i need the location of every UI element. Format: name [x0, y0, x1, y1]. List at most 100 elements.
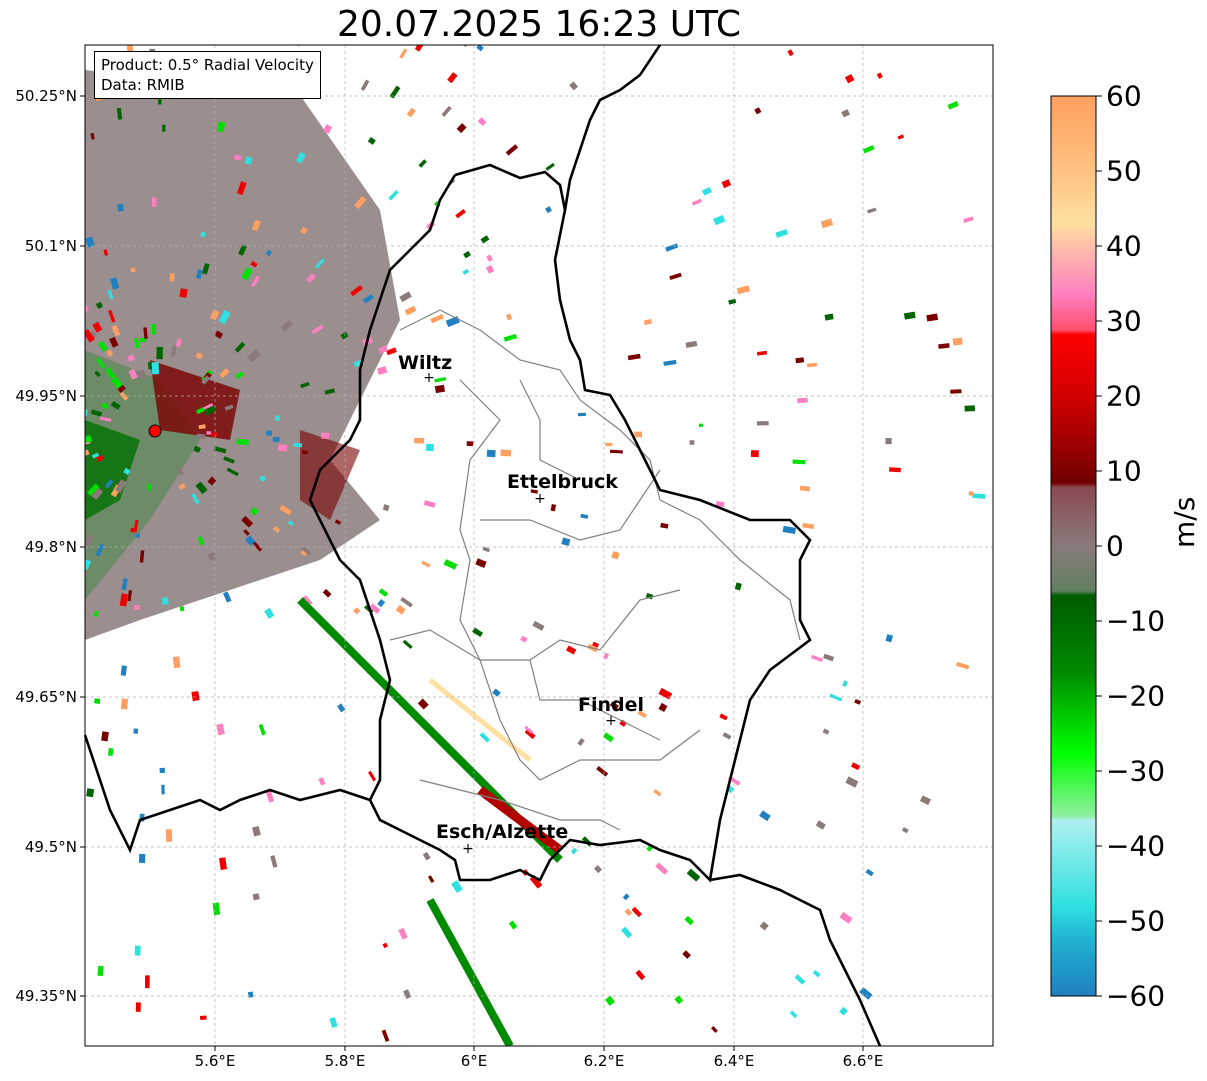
- velocity-gate: [806, 362, 818, 368]
- velocity-gate: [885, 634, 894, 643]
- velocity-gate: [734, 582, 742, 591]
- velocity-gate: [85, 442, 86, 453]
- lon-tick-label: 5.6°E: [194, 1052, 236, 1070]
- velocity-gate: [200, 231, 206, 238]
- velocity-gate: [964, 405, 975, 412]
- velocity-gate: [209, 309, 220, 321]
- velocity-gate: [301, 450, 308, 455]
- velocity-gate: [596, 766, 609, 777]
- velocity-gate: [324, 388, 335, 395]
- velocity-gate: [422, 852, 431, 861]
- velocity-gate: [443, 559, 458, 570]
- velocity-gate: [143, 327, 148, 339]
- velocity-gate: [195, 481, 208, 495]
- velocity-gate: [197, 536, 205, 546]
- velocity-gate: [137, 369, 147, 380]
- velocity-gate: [212, 902, 221, 916]
- city-label-wiltz: Wiltz: [398, 352, 452, 374]
- velocity-gate: [109, 336, 119, 348]
- velocity-gate: [812, 969, 821, 978]
- velocity-gate: [859, 987, 873, 1000]
- velocity-gate: [139, 550, 145, 563]
- velocity-gate: [399, 291, 412, 303]
- velocity-gate: [241, 267, 253, 281]
- velocity-gate: [250, 506, 259, 516]
- velocity-gate: [685, 340, 698, 348]
- velocity-gate: [425, 443, 434, 452]
- velocity-gate: [382, 504, 390, 512]
- velocity-gate: [466, 441, 474, 447]
- velocity-gate: [306, 273, 316, 284]
- velocity-gate: [270, 855, 278, 868]
- colorbar-tick-label: 10: [1106, 454, 1142, 488]
- velocity-gate: [195, 352, 204, 360]
- velocity-gate: [176, 467, 184, 476]
- velocity-gate: [216, 121, 226, 133]
- velocity-gate: [199, 1015, 207, 1021]
- velocity-gate: [93, 610, 99, 617]
- velocity-gate: [378, 588, 389, 597]
- velocity-gate: [736, 285, 751, 295]
- velocity-gate: [107, 289, 114, 300]
- velocity-gate: [127, 590, 132, 602]
- velocity-gate: [128, 368, 138, 380]
- velocity-gate: [234, 341, 246, 353]
- velocity-gate: [782, 525, 797, 534]
- velocity-gate: [218, 309, 231, 325]
- velocity-gates: [85, 45, 986, 1042]
- lon-tick-label: 6°E: [460, 1052, 488, 1070]
- velocity-gate: [545, 162, 555, 171]
- velocity-gate: [161, 784, 165, 795]
- velocity-gate: [901, 827, 909, 834]
- velocity-gate: [321, 432, 330, 439]
- velocity-gate: [609, 701, 619, 710]
- velocity-gate: [799, 485, 811, 492]
- velocity-gate: [238, 244, 247, 256]
- velocity-gate: [116, 203, 124, 212]
- velocity-gate: [698, 423, 703, 427]
- velocity-gate: [602, 732, 614, 743]
- velocity-gate: [635, 969, 646, 981]
- velocity-gate: [691, 198, 702, 206]
- velocity-gate: [120, 665, 127, 676]
- velocity-gate: [300, 226, 308, 235]
- velocity-gate: [485, 264, 495, 274]
- velocity-gate: [689, 440, 695, 445]
- velocity-gate: [605, 995, 615, 1006]
- velocity-gate: [318, 777, 326, 786]
- velocity-gate: [842, 680, 848, 687]
- velocity-gate: [577, 737, 585, 746]
- velocity-gate: [85, 442, 86, 449]
- velocity-gate: [172, 656, 181, 669]
- velocity-gate: [674, 995, 684, 1005]
- velocity-gate: [243, 529, 250, 536]
- velocity-gate: [170, 345, 177, 357]
- velocity-gate: [130, 527, 136, 533]
- velocity-gate: [135, 1002, 141, 1012]
- velocity-gate: [195, 268, 203, 279]
- velocity-gate: [85, 449, 90, 459]
- velocity-gate: [658, 687, 673, 700]
- velocity-gate: [159, 767, 165, 774]
- velocity-gate: [161, 597, 169, 605]
- velocity-gate: [202, 263, 210, 275]
- velocity-gate: [611, 551, 620, 560]
- velocity-gate: [97, 340, 108, 352]
- velocity-gate: [472, 627, 484, 638]
- velocity-gate: [337, 703, 346, 713]
- velocity-gate: [603, 652, 610, 660]
- velocity-gate: [622, 893, 630, 901]
- velocity-gate: [360, 79, 370, 91]
- product-label: Product: 0.5° Radial Velocity: [101, 56, 314, 74]
- velocity-gate: [403, 989, 412, 999]
- velocity-gate: [759, 810, 771, 822]
- velocity-gate: [151, 323, 157, 335]
- colorbar-unit-label: m/s: [1168, 496, 1201, 548]
- velocity-gate: [334, 519, 342, 525]
- city-cross-icon: +: [605, 713, 617, 729]
- velocity-gate: [369, 603, 381, 614]
- velocity-gate: [952, 337, 963, 346]
- velocity-gate: [500, 449, 512, 457]
- velocity-gate: [463, 45, 470, 48]
- velocity-gate: [85, 236, 95, 248]
